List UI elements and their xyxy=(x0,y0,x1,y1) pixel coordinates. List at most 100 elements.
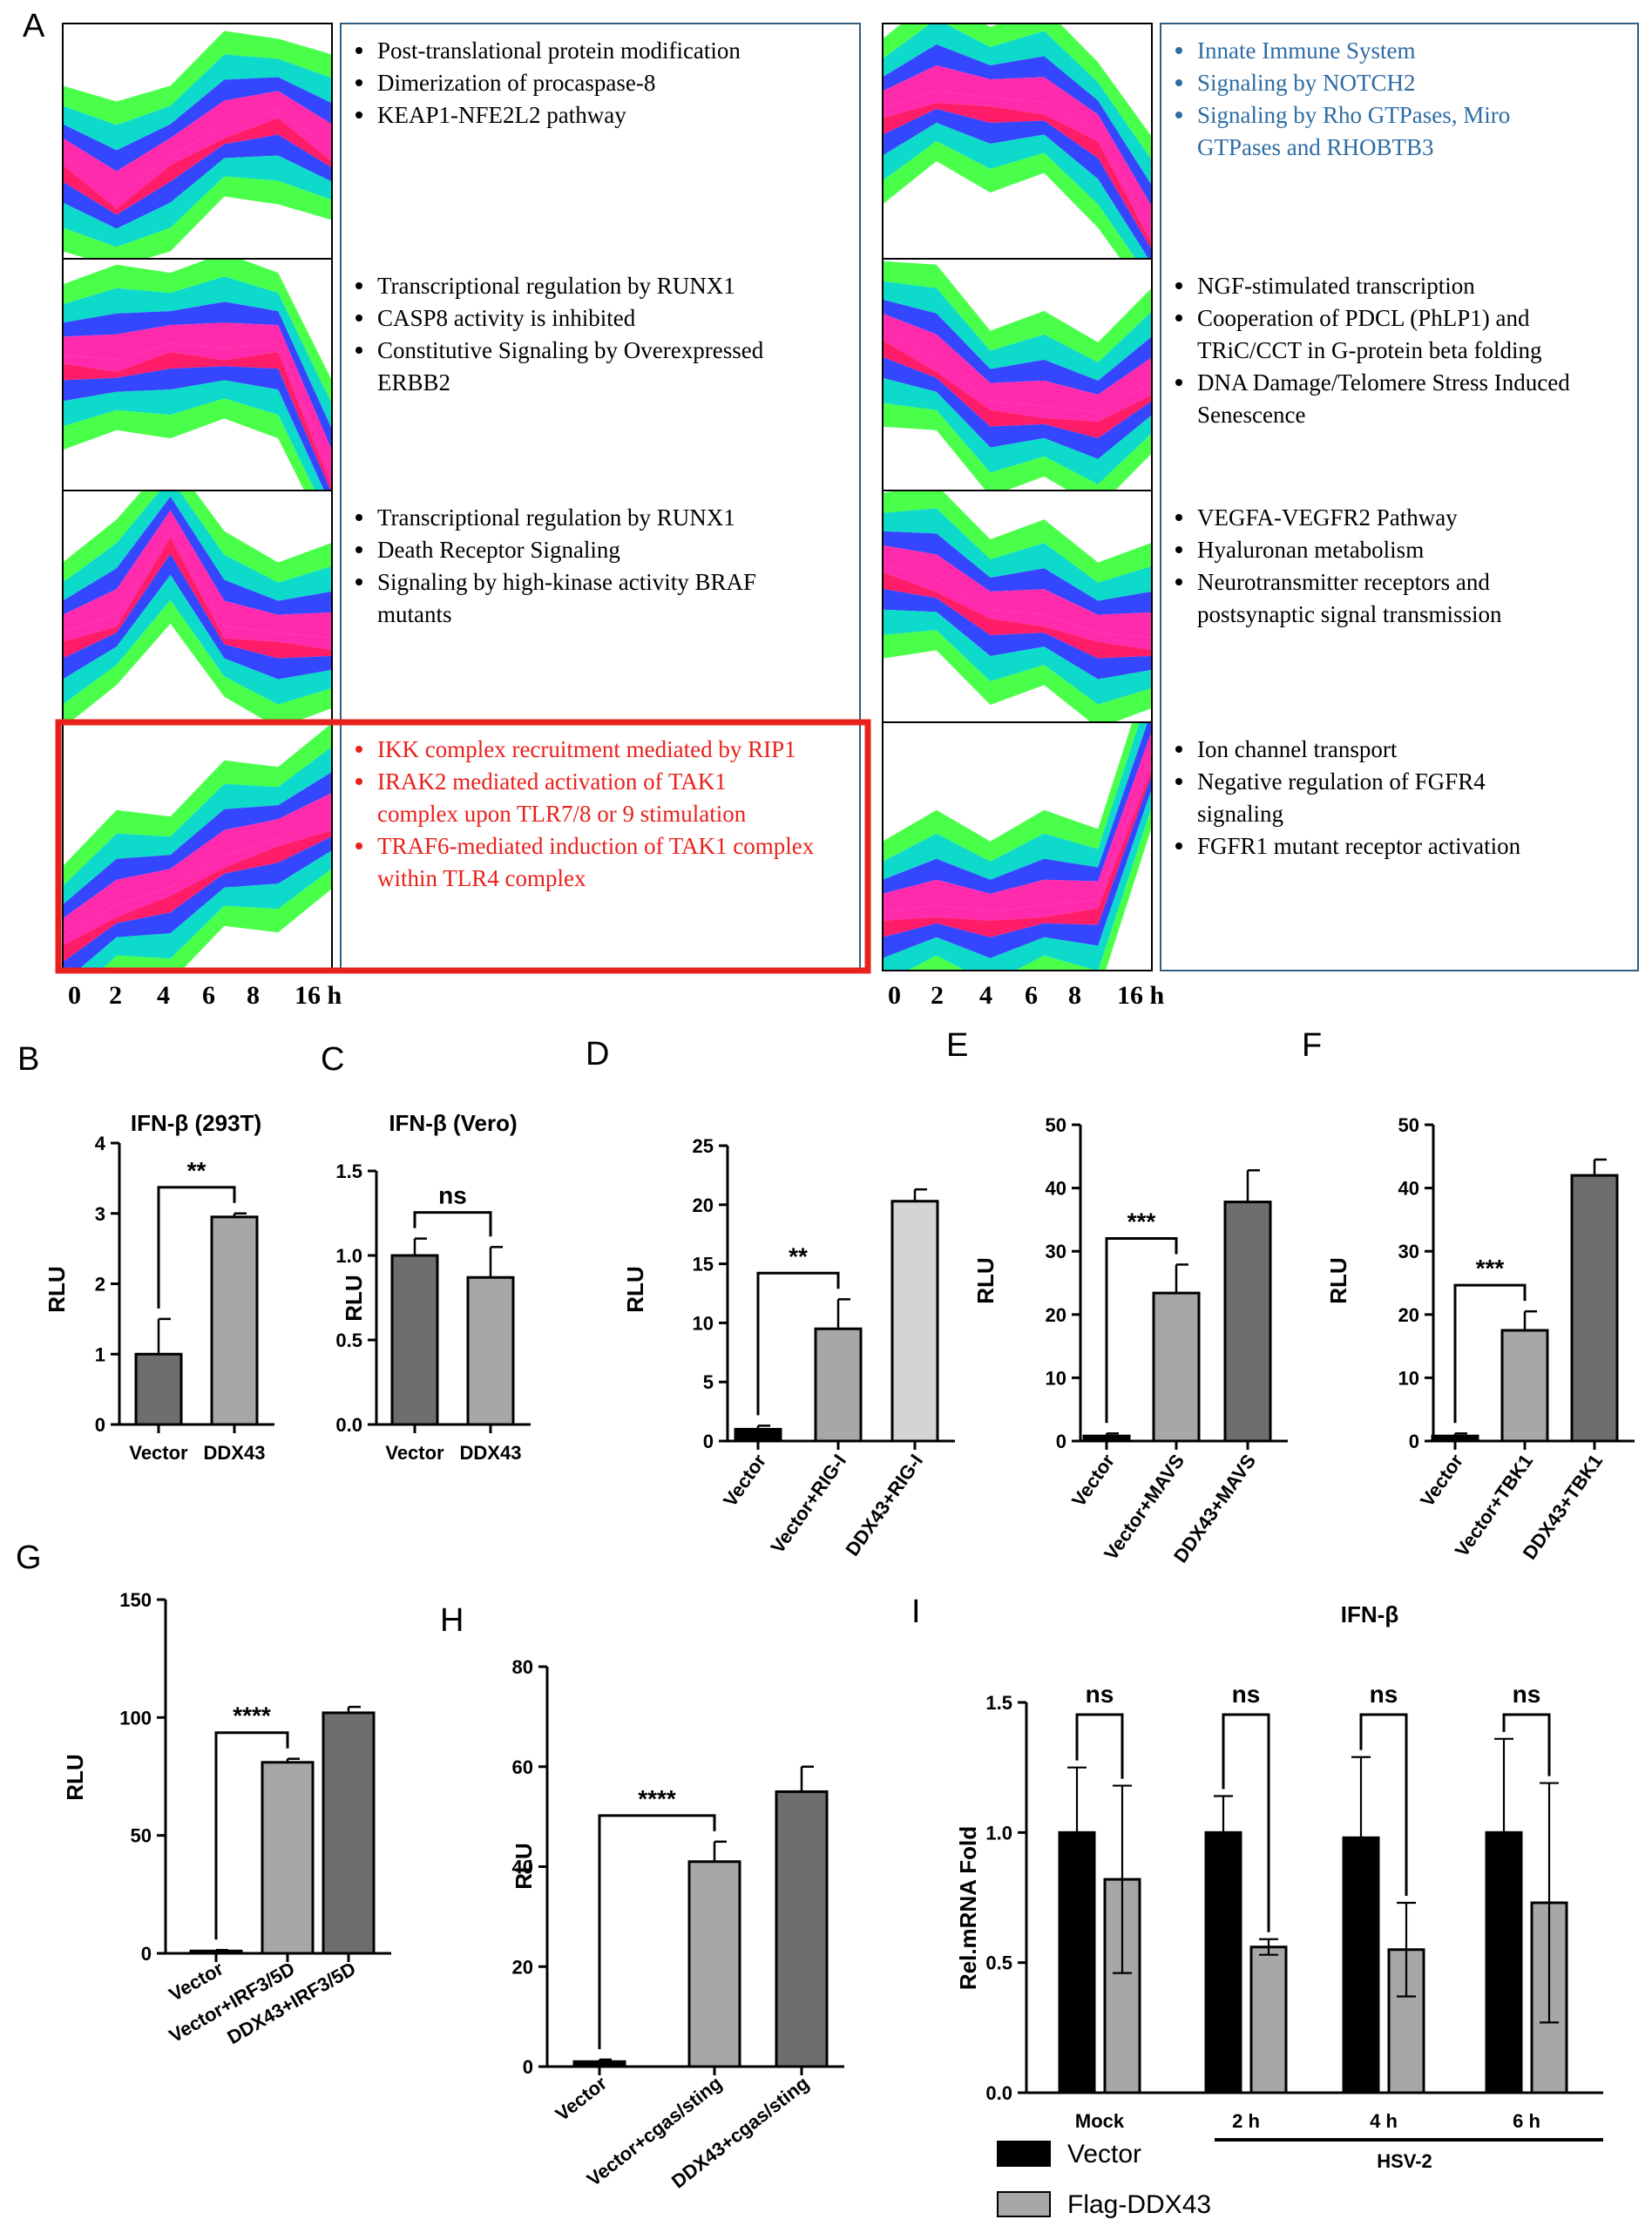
y-tick-label: 1 xyxy=(95,1343,105,1365)
y-tick-label: 20 xyxy=(1398,1304,1419,1326)
y-tick-label: 50 xyxy=(1398,1114,1419,1136)
pathway-item: Negative regulation of FGFR4 signaling xyxy=(1197,768,1486,827)
pathway-item: Constitutive Signaling by Overexpressed E… xyxy=(377,337,764,396)
x-tick-label: Vector xyxy=(385,1442,444,1464)
bar-vector xyxy=(134,1352,183,1426)
cluster-graphic-right-0 xyxy=(882,23,1153,260)
panel-a-left-column: Post-translational protein modification D… xyxy=(62,23,861,971)
significance-label: *** xyxy=(863,0,891,5)
pathway-frame-right xyxy=(1160,23,1639,971)
y-tick-label: 30 xyxy=(1046,1241,1066,1262)
pathway-item: Post-translational protein modification xyxy=(377,37,741,64)
significance-label: ns xyxy=(1232,1681,1261,1708)
pathway-item: Hyaluronan metabolism xyxy=(1197,537,1424,563)
y-tick-label: 0 xyxy=(1409,1431,1419,1452)
y-axis-label: RLU xyxy=(341,1275,367,1321)
highlight-box xyxy=(55,719,871,974)
bullet-icon xyxy=(355,514,362,521)
y-tick-label: 0.5 xyxy=(985,1952,1012,1974)
y-tick-label: 1.5 xyxy=(335,1160,362,1182)
bullet-icon xyxy=(1175,379,1182,386)
y-tick-label: 5 xyxy=(703,1371,714,1393)
time-label: 6 xyxy=(1025,981,1038,1010)
pathway-box-right-3: Ion channel transport Negative regulation… xyxy=(1175,736,1521,859)
bar-flag-ddx43 xyxy=(1249,1945,1288,2094)
significance-bracket xyxy=(214,1731,289,1940)
pathway-item: KEAP1-NFE2L2 pathway xyxy=(377,102,626,128)
bullet-icon xyxy=(355,842,362,849)
y-tick-label: 150 xyxy=(119,1589,152,1611)
x-tick-label: DDX43+RIG-I xyxy=(841,1451,927,1560)
panel-letter-g: G xyxy=(16,1539,42,1576)
bullet-icon xyxy=(355,79,362,86)
pathway-item: Dimerization of procaspase-8 xyxy=(377,70,655,96)
significance-label: *** xyxy=(1476,1255,1505,1282)
cluster-graphic-right-1 xyxy=(882,258,1153,491)
bar-ddx43-irf3-5d xyxy=(322,1711,376,1955)
y-axis-label: RLU xyxy=(44,1266,70,1312)
bar-ddx43 xyxy=(466,1276,515,1426)
y-tick-label: 0 xyxy=(95,1414,105,1436)
pathway-box-right-2: VEGFA-VEGFR2 Pathway Hyaluronan metabolis… xyxy=(1175,504,1502,627)
significance-label: ** xyxy=(1202,0,1222,5)
bar-flag-ddx43 xyxy=(1387,1948,1425,2094)
y-axis-label: RLU xyxy=(1325,1257,1351,1303)
pathway-box-left-0: Post-translational protein modification D… xyxy=(355,37,741,128)
time-label: 2 xyxy=(931,981,944,1010)
y-tick-label: 80 xyxy=(512,1656,533,1678)
x-tick-label: 4 h xyxy=(1370,2110,1398,2132)
time-label: 0 xyxy=(888,981,901,1010)
pathway-item: Transcriptional regulation by RUNX1 xyxy=(377,273,735,299)
significance-label: ns xyxy=(1513,1681,1541,1708)
significance-bracket xyxy=(157,1186,236,1309)
x-tick-label: Vector xyxy=(1416,1450,1467,1511)
bar-vector xyxy=(189,1949,243,1955)
cluster-graphic-left-2 xyxy=(62,490,333,723)
time-label: 4 xyxy=(157,981,170,1010)
bullet-icon xyxy=(1175,579,1182,585)
significance-bracket xyxy=(1502,1713,1551,1776)
y-tick-label: 0 xyxy=(1056,1431,1066,1452)
bar-vector xyxy=(1431,1434,1479,1443)
bullet-icon xyxy=(1175,79,1182,86)
y-tick-label: 1.0 xyxy=(335,1245,362,1267)
significance-label: ** xyxy=(748,0,768,5)
bar-vector-rig-i xyxy=(814,1327,863,1443)
x-tick-label: Vector xyxy=(1067,1450,1119,1511)
pathway-item: TRAF6-mediated induction of TAK1 complex… xyxy=(377,833,815,891)
y-tick-label: 0 xyxy=(523,2056,533,2078)
bullet-icon xyxy=(1175,282,1182,289)
pathway-box-left-1: Transcriptional regulation by RUNX1 CASP8… xyxy=(355,273,764,396)
y-tick-label: 0 xyxy=(141,1943,152,1965)
bar-ddx43-cgas-sting xyxy=(775,1790,829,2068)
significance-label: **** xyxy=(233,1702,271,1729)
y-tick-label: 20 xyxy=(693,1194,714,1216)
y-tick-label: 0.0 xyxy=(985,2082,1012,2104)
pathway-frame-left xyxy=(340,23,861,971)
panel-letter-h: H xyxy=(440,1602,464,1639)
significance-label: ** xyxy=(789,1242,808,1269)
significance-bracket xyxy=(756,1271,840,1416)
significance-label: **** xyxy=(1540,0,1579,5)
bar-vector-irf3-5d xyxy=(261,1761,315,1955)
bar-vector xyxy=(572,2060,626,2068)
significance-label: *** xyxy=(1127,1208,1156,1235)
time-label: 8 xyxy=(1068,981,1081,1010)
y-tick-label: 50 xyxy=(131,1825,152,1847)
bar-vector xyxy=(390,1254,439,1426)
y-tick-label: 4 xyxy=(95,1133,106,1154)
legend-swatch xyxy=(997,2191,1051,2217)
x-tick-label: 6 h xyxy=(1513,2110,1540,2132)
y-axis-label: RLU xyxy=(972,1257,999,1303)
pathway-item: Innate Immune System xyxy=(1197,37,1415,64)
bullet-icon xyxy=(1175,514,1182,521)
x-tick-label: Mock xyxy=(1075,2110,1125,2132)
y-tick-label: 15 xyxy=(693,1254,714,1276)
time-label: 8 xyxy=(247,981,260,1010)
pathway-item: Signaling by high-kinase activity BRAF m… xyxy=(377,569,762,627)
significance-bracket xyxy=(1222,1713,1270,1932)
pathway-item: Ion channel transport xyxy=(1197,736,1398,762)
significance-bracket xyxy=(1359,1713,1408,1896)
time-label: 16 h xyxy=(1117,981,1165,1010)
